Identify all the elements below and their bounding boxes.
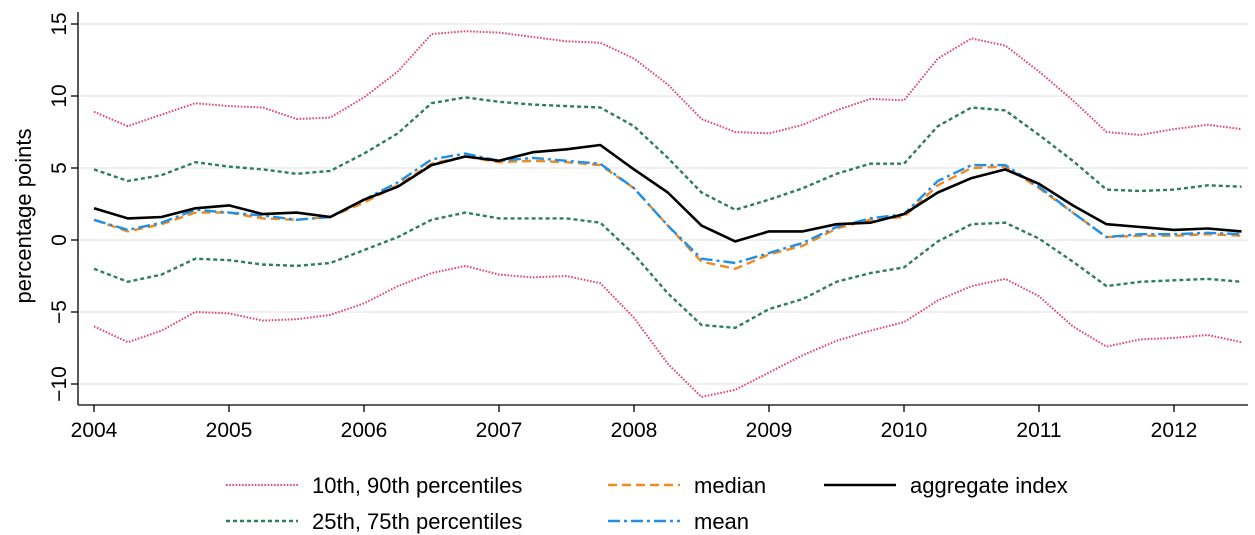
series-layer [93,30,1242,398]
x-tick-label-4: 2008 [611,419,658,442]
x-tick-label-6: 2010 [881,419,928,442]
series-line-5 [93,152,1242,265]
legend-label-4: aggregate index [910,473,1068,498]
legend-label-3: mean [694,509,749,534]
x-tick-label-2: 2006 [341,419,388,442]
legend-label-1: 25th, 75th percentiles [312,509,522,534]
x-tick-label-5: 2009 [746,419,793,442]
y-tick-label-2: 0 [48,234,71,246]
legend-label-0: 10th, 90th percentiles [312,473,522,498]
y-axis-title: percentage points [11,129,36,304]
series-line-2 [93,211,1242,329]
legend-label-2: median [694,473,766,498]
legend: 10th, 90th percentiles 25th, 75th percent… [226,473,1068,534]
series-line-4 [93,155,1242,270]
series-line-6 [93,143,1242,243]
x-tick-label-1: 2005 [206,419,253,442]
x-tick-label-0: 2004 [71,419,118,442]
gridlines [78,23,1248,385]
y-tick-label-1: −5 [48,300,71,324]
series-line-3 [93,96,1242,212]
y-tick-label-4: 10 [48,84,71,107]
x-tick-label-3: 2007 [476,419,523,442]
x-tick-label-7: 2011 [1016,419,1061,442]
series-line-0 [93,264,1242,398]
y-tick-label-5: 15 [48,12,71,35]
axes: −10 −5 0 5 10 15 2004 2005 2006 2007 2008 2009 2010 2… [48,12,1248,442]
x-tick-label-8: 2012 [1151,419,1198,442]
y-tick-label-3: 5 [48,162,71,174]
y-tick-label-0: −10 [48,366,71,402]
series-line-1 [93,30,1242,136]
